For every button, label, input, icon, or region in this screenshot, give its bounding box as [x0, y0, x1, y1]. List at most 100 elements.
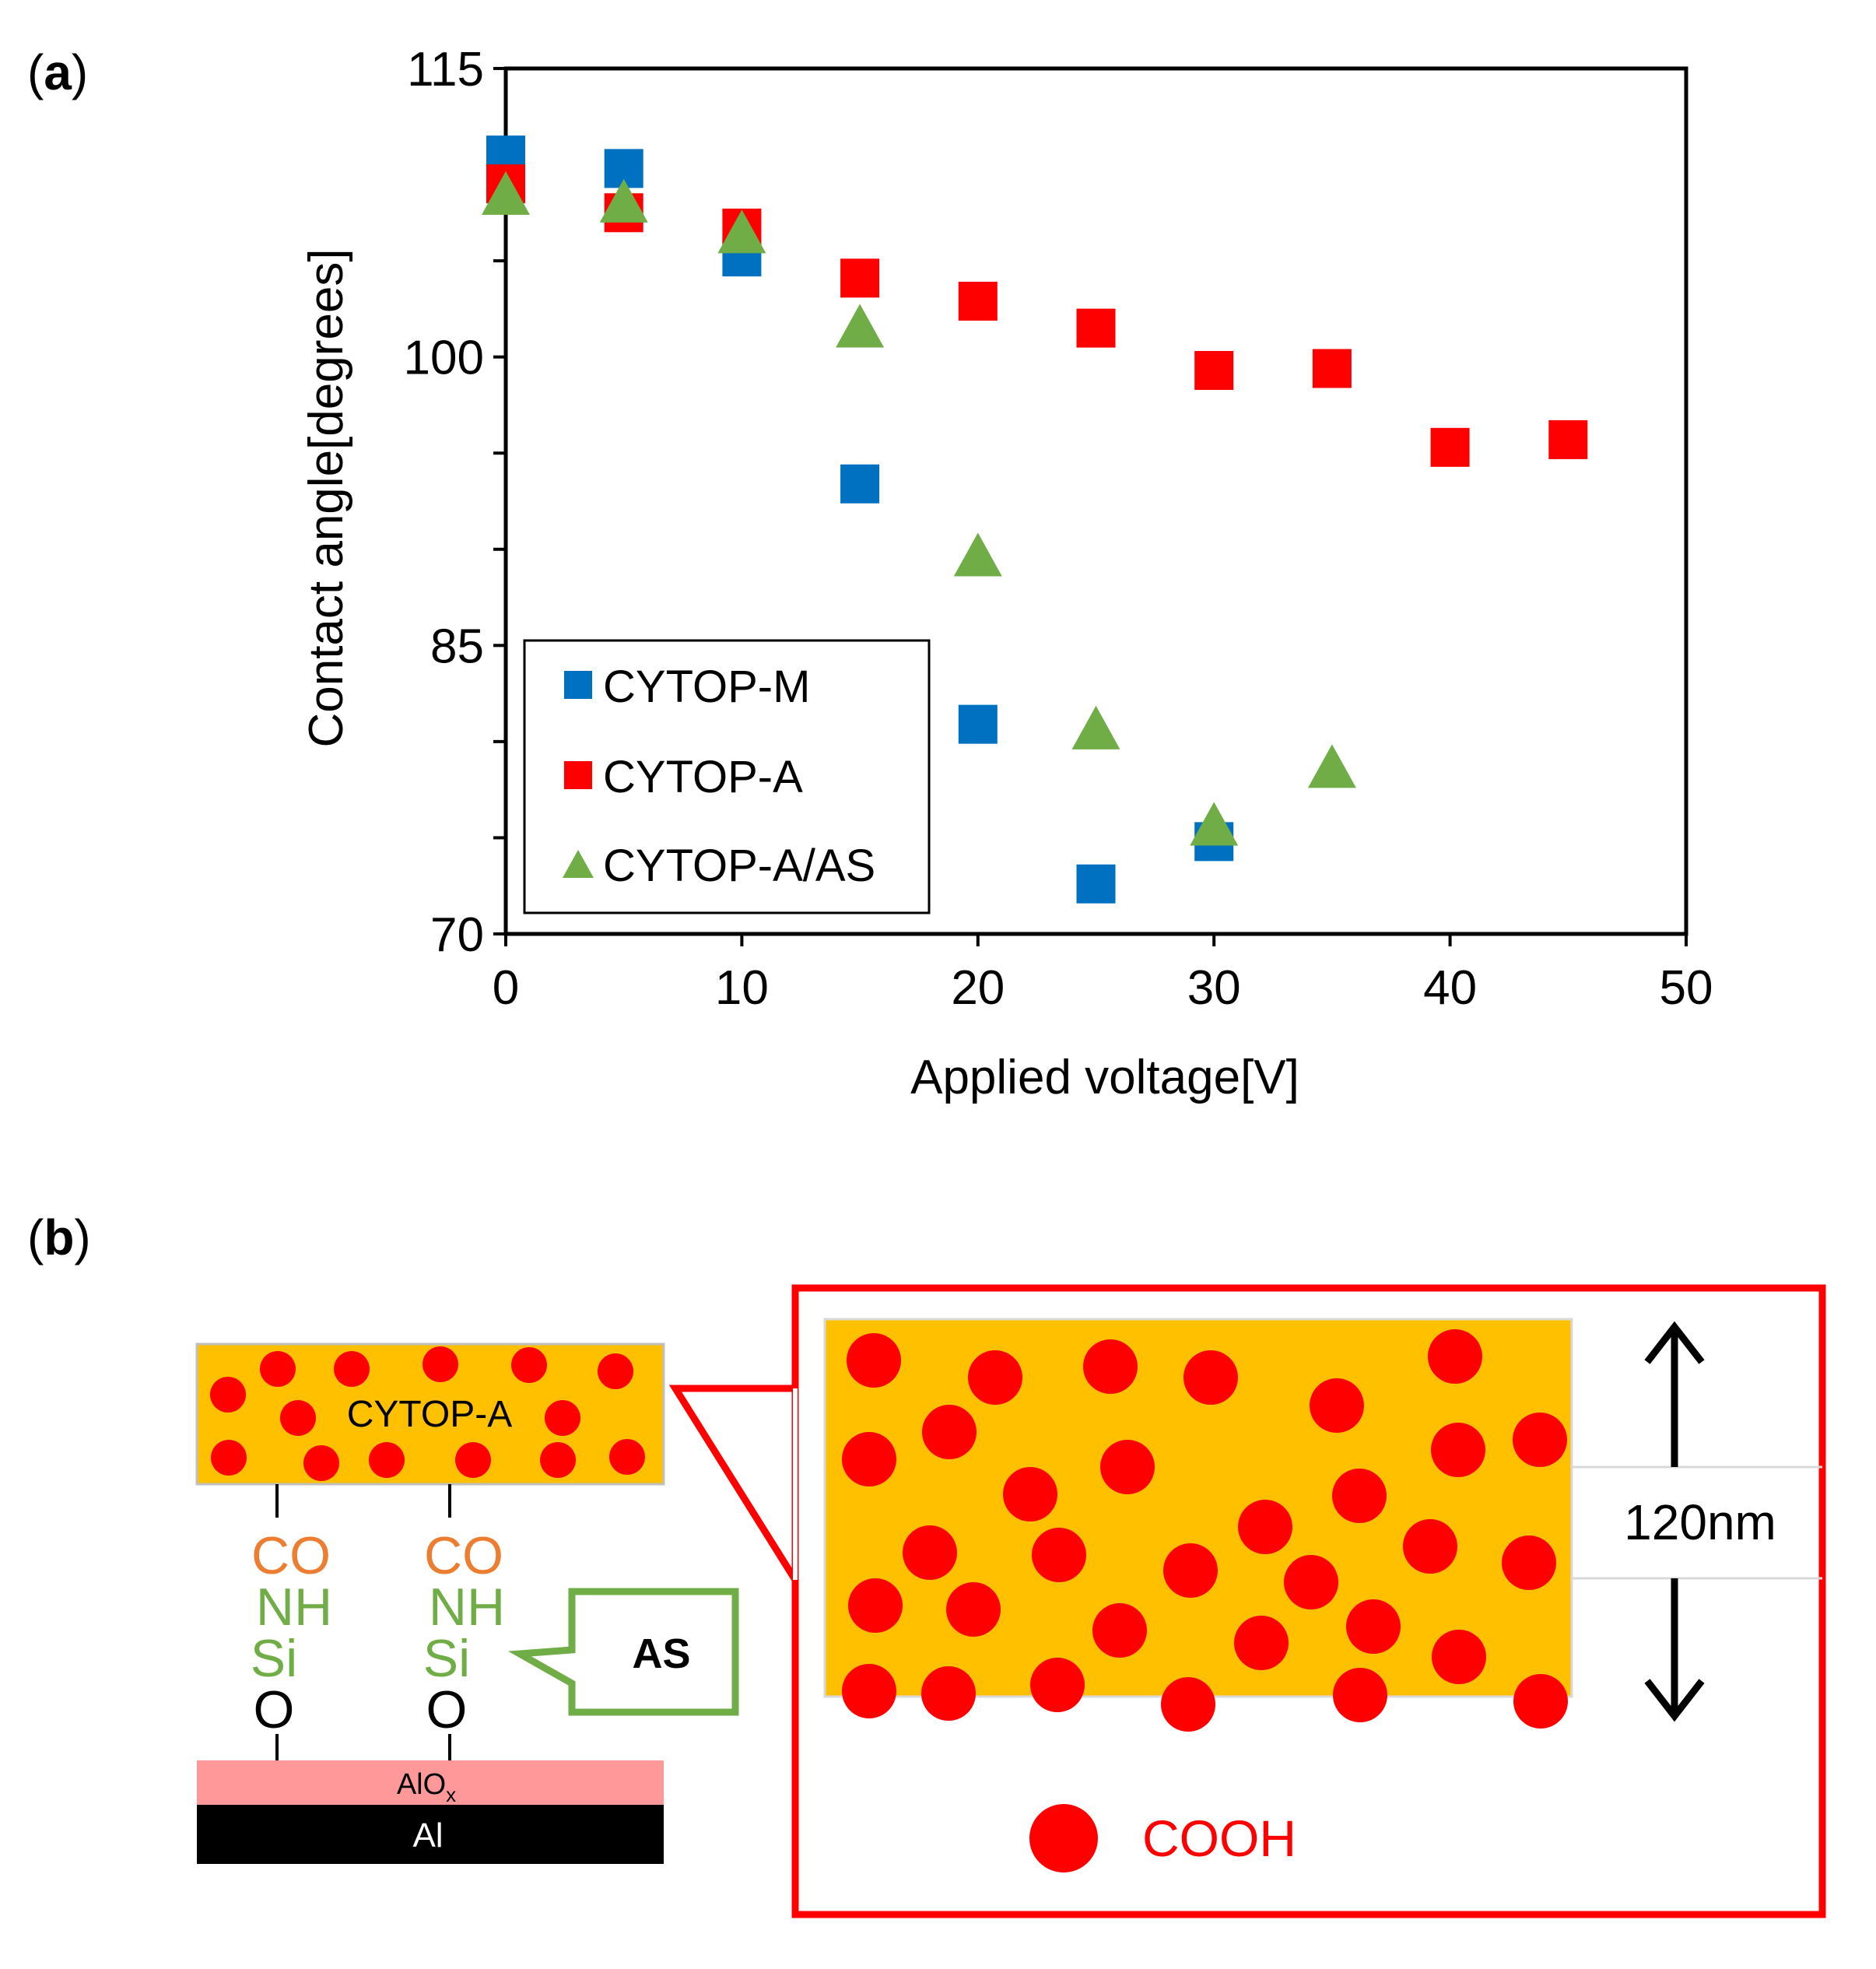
chain-co: CO [424, 1526, 503, 1585]
zoom-pointer [668, 1385, 799, 1592]
y-tick-label: 115 [407, 43, 484, 97]
thickness-arrowhead-up [1644, 1321, 1705, 1364]
cooh-particle [1346, 1599, 1401, 1654]
data-point [1194, 350, 1234, 390]
data-point [482, 170, 530, 215]
cooh-particle [1403, 1519, 1457, 1574]
oxide-label: AlOx [397, 1768, 456, 1806]
cooh-particle [1100, 1440, 1155, 1494]
as-label: AS [632, 1630, 690, 1677]
cooh-particle [1431, 1423, 1485, 1477]
cooh-particle [260, 1351, 296, 1387]
cooh-particle [1432, 1630, 1486, 1684]
series-cytop-a-as [482, 170, 1356, 846]
cooh-particle [1161, 1677, 1215, 1732]
cooh-particle [303, 1445, 339, 1481]
chain-si: Si [423, 1629, 470, 1688]
y-tick-label: 70 [430, 908, 484, 962]
legend-marker-cytop-a-as [563, 850, 594, 878]
y-tick-label: 100 [404, 332, 484, 385]
cooh-particle [545, 1400, 580, 1436]
legend-label-cytop-m: CYTOP-M [603, 662, 810, 712]
panel-a-label: (a) [27, 44, 88, 100]
data-point [1071, 705, 1120, 749]
data-point [1076, 864, 1116, 904]
metal-label: Al [412, 1816, 443, 1855]
thickness-label: 120nm [1624, 1494, 1776, 1550]
cooh-particle [1183, 1350, 1238, 1405]
x-tick-label: 30 [1187, 961, 1241, 1015]
cooh-particle [455, 1442, 491, 1478]
data-point [958, 704, 998, 744]
cooh-particle [1428, 1329, 1482, 1384]
cooh-particle [1030, 1658, 1085, 1712]
data-point [953, 532, 1002, 577]
thickness-arrowhead-down [1644, 1679, 1705, 1722]
chain-o: O [254, 1680, 295, 1739]
cooh-particle [922, 1405, 977, 1459]
cooh-legend-marker [1029, 1804, 1098, 1872]
cooh-particle [847, 1333, 901, 1388]
cooh-particle [921, 1666, 976, 1721]
cooh-particle [1332, 1469, 1387, 1523]
x-axis-label: Applied voltage[V] [910, 1051, 1299, 1104]
chain-nh: NH [256, 1578, 332, 1637]
cooh-particle [1513, 1674, 1568, 1729]
legend-marker-cytop-a [564, 761, 592, 789]
film-label: CYTOP-A [347, 1394, 512, 1435]
aluminum-oxide-layer [197, 1760, 664, 1805]
x-tick-label: 0 [493, 961, 519, 1015]
cooh-particle [280, 1400, 316, 1436]
y-axis-label: Contact angle[degrees] [300, 248, 353, 747]
cooh-particle [903, 1525, 957, 1580]
cooh-particle [1032, 1528, 1086, 1582]
cooh-particle [1163, 1543, 1218, 1598]
chain-si: Si [251, 1629, 297, 1688]
x-axis-ticks: 0 10 20 30 40 50 [493, 934, 1713, 1015]
structure-diagram: CYTOP-A CO NH Si O CO NH Si O AS AlOx [195, 1284, 1826, 1918]
legend-label-cytop-a-as: CYTOP-A/AS [603, 841, 875, 891]
x-tick-label: 10 [715, 961, 769, 1015]
legend-label-cytop-a: CYTOP-A [603, 752, 803, 802]
x-tick-label: 50 [1660, 961, 1713, 1015]
cooh-particle [946, 1582, 1001, 1637]
data-point [599, 178, 648, 223]
plot-frame [503, 66, 1688, 936]
cooh-particle [511, 1347, 547, 1383]
cooh-particle [540, 1442, 576, 1478]
chain-o: O [426, 1680, 468, 1739]
cooh-particle [848, 1578, 903, 1633]
data-points [482, 135, 1588, 904]
cooh-particle [1092, 1603, 1147, 1658]
cooh-particle [1310, 1378, 1364, 1433]
data-point [840, 464, 880, 504]
linker-chain-1: CO NH Si O [251, 1484, 332, 1760]
data-point [1430, 427, 1470, 467]
cooh-particle [1333, 1668, 1387, 1722]
legend-marker-cytop-m [564, 671, 592, 699]
cooh-particle [211, 1440, 247, 1476]
linker-chain-2: CO NH Si O [423, 1484, 505, 1760]
cooh-particle [842, 1664, 896, 1718]
data-point [1190, 802, 1239, 846]
cooh-particle [1003, 1467, 1057, 1522]
x-tick-label: 40 [1423, 961, 1477, 1015]
cooh-particle [210, 1377, 246, 1413]
cooh-particle [1238, 1500, 1292, 1554]
aluminum-layer [197, 1805, 664, 1864]
cooh-particle [598, 1353, 633, 1389]
y-axis-ticks: 70 85 100 115 [404, 43, 506, 962]
legend: CYTOP-M CYTOP-A CYTOP-A/AS [523, 639, 931, 914]
cooh-particle [1502, 1536, 1556, 1590]
cooh-particle [968, 1350, 1022, 1405]
chain-co: CO [251, 1526, 331, 1585]
cooh-particle [1234, 1616, 1289, 1670]
data-point [1312, 349, 1352, 388]
cooh-legend-label: COOH [1142, 1809, 1296, 1867]
data-point [1076, 308, 1116, 348]
cooh-particle [1083, 1339, 1138, 1394]
data-point [1307, 744, 1356, 788]
data-point [717, 209, 766, 254]
cooh-particle [1284, 1555, 1338, 1609]
